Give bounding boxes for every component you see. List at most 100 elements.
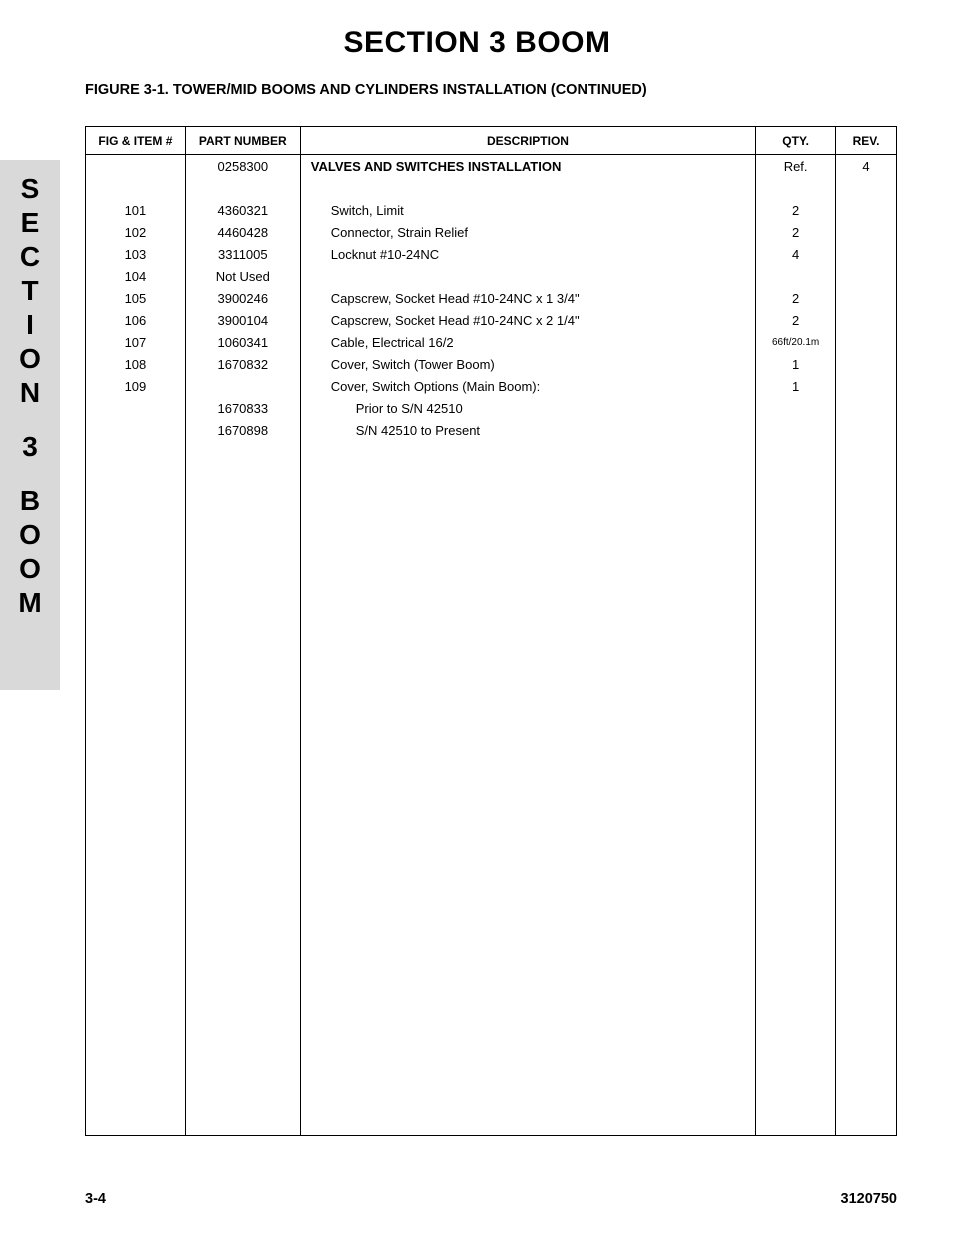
table-header-row: FIG & ITEM # PART NUMBER DESCRIPTION QTY… [86,127,896,155]
table-cell: 101 [86,199,186,221]
table-cell: S/N 42510 to Present [301,419,756,441]
section-tab-letter: B [20,484,40,518]
table-cell [836,221,896,243]
table-cell: 2 [756,309,836,331]
table-cell-fill [86,441,186,1135]
table-row: 0258300VALVES AND SWITCHES INSTALLATIONR… [86,155,896,177]
table-row: 1014360321Switch, Limit2 [86,199,896,221]
table-cell: Ref. [756,155,836,177]
table-cell: VALVES AND SWITCHES INSTALLATION [301,155,756,177]
table-cell: 66ft/20.1m [756,331,836,353]
table-cell: 1670833 [186,397,301,419]
table-cell: 3900104 [186,309,301,331]
table-cell: 108 [86,353,186,375]
table-cell-fill [186,441,301,1135]
table-cell [836,177,896,199]
section-tab-letter: I [26,308,34,342]
table-cell: 107 [86,331,186,353]
table-body: 0258300VALVES AND SWITCHES INSTALLATIONR… [86,155,896,1135]
table-cell [836,419,896,441]
table-cell [836,353,896,375]
table-cell [756,397,836,419]
section-tab-letter: T [21,274,38,308]
table-cell [86,155,186,177]
section-tab: SECTION3BOOM [0,160,60,690]
table-row: 109 Cover, Switch Options (Main Boom):1 [86,375,896,397]
table-cell [86,419,186,441]
table-row: 1024460428Connector, Strain Relief2 [86,221,896,243]
table-cell [756,265,836,287]
table-cell-fill [301,441,756,1135]
table-cell: 0258300 [186,155,301,177]
table-cell: 2 [756,287,836,309]
page: SECTION 3 BOOM FIGURE 3-1. TOWER/MID BOO… [0,0,954,1235]
table-cell: Prior to S/N 42510 [301,397,756,419]
section-tab-letter: N [20,376,40,410]
table-row: 1081670832Cover, Switch (Tower Boom)1 [86,353,896,375]
table-cell: 106 [86,309,186,331]
table-cell: Cable, Electrical 16/2 [301,331,756,353]
section-tab-letter: S [21,172,40,206]
table-cell [86,177,186,199]
table-cell [836,397,896,419]
table-cell [836,243,896,265]
table-cell [186,177,301,199]
table-cell [836,331,896,353]
section-tab-letter: O [19,552,41,586]
col-header-fig: FIG & ITEM # [86,127,186,154]
page-title: SECTION 3 BOOM [0,26,954,60]
table-cell: 4360321 [186,199,301,221]
table-row [86,177,896,199]
table-cell: 4 [756,243,836,265]
table-cell: Connector, Strain Relief [301,221,756,243]
table-cell [836,375,896,397]
table-cell: Cover, Switch (Tower Boom) [301,353,756,375]
table-cell: Cover, Switch Options (Main Boom): [301,375,756,397]
section-tab-letter: C [20,240,40,274]
col-header-rev: REV. [836,127,896,154]
table-fill [86,441,896,1135]
table-cell: 105 [86,287,186,309]
table-cell: 109 [86,375,186,397]
table-cell: 1670832 [186,353,301,375]
page-footer: 3-4 3120750 [85,1191,897,1207]
table-cell: 1 [756,375,836,397]
table-cell [301,265,756,287]
col-header-qty: QTY. [756,127,836,154]
col-header-part: PART NUMBER [186,127,301,154]
section-tab-letter: O [19,342,41,376]
table-cell: Not Used [186,265,301,287]
table-cell: 2 [756,199,836,221]
table-cell: 3311005 [186,243,301,265]
table-cell: 4 [836,155,896,177]
table-cell: 3900246 [186,287,301,309]
table-row: 104Not Used [86,265,896,287]
parts-table: FIG & ITEM # PART NUMBER DESCRIPTION QTY… [85,126,897,1136]
table-row: 1670898S/N 42510 to Present [86,419,896,441]
section-tab-letter: O [19,518,41,552]
figure-caption: FIGURE 3-1. TOWER/MID BOOMS AND CYLINDER… [85,82,954,98]
table-cell [836,287,896,309]
table-cell [836,265,896,287]
table-row: 1053900246Capscrew, Socket Head #10-24NC… [86,287,896,309]
table-row: 1033311005Locknut #10-24NC4 [86,243,896,265]
table-cell: Capscrew, Socket Head #10-24NC x 1 3/4" [301,287,756,309]
section-tab-letter: E [21,206,40,240]
table-cell: Locknut #10-24NC [301,243,756,265]
col-header-desc: DESCRIPTION [301,127,756,154]
page-number-left: 3-4 [85,1191,106,1207]
table-cell: 4460428 [186,221,301,243]
table-cell: 102 [86,221,186,243]
table-cell: 1060341 [186,331,301,353]
table-cell: 104 [86,265,186,287]
table-cell [186,375,301,397]
table-cell [301,177,756,199]
section-tab-letter: 3 [22,430,38,464]
table-cell [756,419,836,441]
table-cell-fill [836,441,896,1135]
section-tab-letter: M [18,586,41,620]
table-cell [86,397,186,419]
table-cell [836,309,896,331]
table-cell [756,177,836,199]
page-number-right: 3120750 [841,1191,897,1207]
